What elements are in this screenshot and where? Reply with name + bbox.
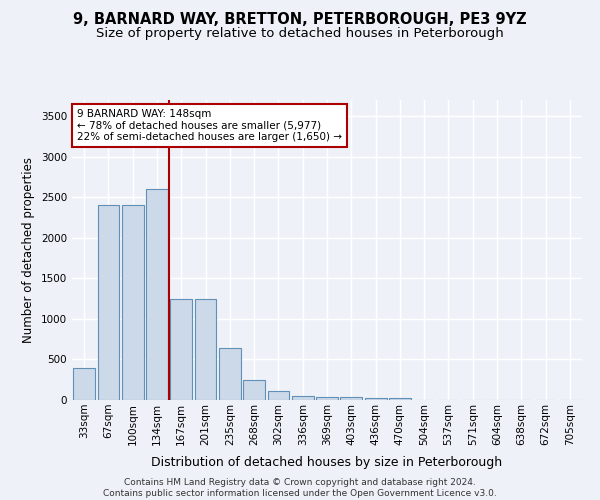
Bar xyxy=(97,206,119,400)
Y-axis label: Number of detached properties: Number of detached properties xyxy=(22,157,35,343)
Bar xyxy=(316,397,338,400)
Bar xyxy=(122,206,143,400)
Bar xyxy=(194,298,217,400)
Bar xyxy=(170,298,192,400)
Text: Size of property relative to detached houses in Peterborough: Size of property relative to detached ho… xyxy=(96,28,504,40)
Text: Contains HM Land Registry data © Crown copyright and database right 2024.
Contai: Contains HM Land Registry data © Crown c… xyxy=(103,478,497,498)
Bar xyxy=(365,398,386,400)
Bar xyxy=(268,391,289,400)
Bar xyxy=(243,380,265,400)
Bar xyxy=(340,397,362,400)
Bar xyxy=(389,398,411,400)
Bar xyxy=(146,189,168,400)
Bar xyxy=(292,396,314,400)
Text: 9, BARNARD WAY, BRETTON, PETERBOROUGH, PE3 9YZ: 9, BARNARD WAY, BRETTON, PETERBOROUGH, P… xyxy=(73,12,527,28)
Bar xyxy=(219,348,241,400)
X-axis label: Distribution of detached houses by size in Peterborough: Distribution of detached houses by size … xyxy=(151,456,503,469)
Text: 9 BARNARD WAY: 148sqm
← 78% of detached houses are smaller (5,977)
22% of semi-d: 9 BARNARD WAY: 148sqm ← 78% of detached … xyxy=(77,109,342,142)
Bar xyxy=(73,368,95,400)
